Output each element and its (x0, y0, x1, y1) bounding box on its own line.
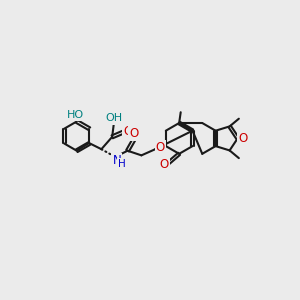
Text: HO: HO (67, 110, 84, 120)
Text: H: H (118, 159, 126, 169)
Text: O: O (129, 127, 138, 140)
Text: N: N (112, 154, 121, 167)
Text: O: O (238, 132, 247, 145)
Text: O: O (123, 125, 132, 138)
Text: OH: OH (105, 113, 122, 123)
Text: O: O (159, 158, 168, 171)
Text: O: O (156, 141, 165, 154)
